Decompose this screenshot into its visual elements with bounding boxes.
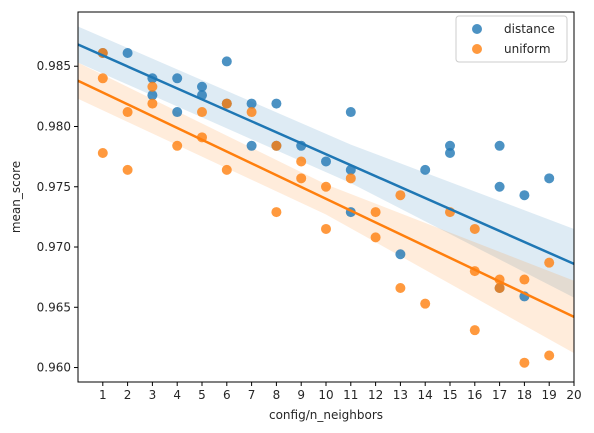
point-distance-10 — [246, 98, 257, 109]
point-distance-16 — [345, 107, 356, 118]
point-uniform-15 — [296, 156, 307, 167]
point-uniform-6 — [147, 98, 158, 109]
point-distance-5 — [172, 107, 183, 118]
point-distance-11 — [246, 140, 257, 151]
x-tick-label: 8 — [273, 388, 281, 402]
x-tick-label: 4 — [173, 388, 181, 402]
legend-box — [455, 15, 568, 63]
x-tick-label: 16 — [467, 388, 482, 402]
x-tick-label: 7 — [248, 388, 256, 402]
x-tick-label: 19 — [542, 388, 557, 402]
y-tick-label: 0.975 — [37, 180, 71, 194]
legend-marker-distance — [472, 24, 482, 34]
x-tick-label: 11 — [343, 388, 358, 402]
point-uniform-3 — [122, 107, 133, 118]
y-tick-label: 0.980 — [37, 119, 71, 133]
x-tick-label: 6 — [223, 388, 231, 402]
point-uniform-17 — [321, 181, 331, 192]
point-uniform-19 — [345, 173, 356, 184]
point-uniform-18 — [321, 223, 331, 234]
point-distance-22 — [445, 148, 455, 159]
point-uniform-21 — [370, 232, 381, 243]
point-uniform-20 — [370, 207, 381, 218]
x-tick-label: 9 — [297, 388, 305, 402]
point-uniform-26 — [469, 223, 480, 234]
point-distance-28 — [544, 173, 555, 184]
y-tick-label: 0.960 — [37, 361, 71, 375]
legend-label-uniform: uniform — [504, 42, 551, 56]
legend-label-distance: distance — [504, 22, 555, 36]
point-uniform-14 — [271, 207, 282, 218]
fit-line-distance — [77, 43, 575, 266]
x-tick-label: 17 — [492, 388, 507, 402]
y-axis-ticks: 0.960 0.965 0.970 0.975 0.980 0.985 — [37, 59, 78, 375]
x-tick-label: 1 — [99, 388, 107, 402]
point-uniform-5 — [147, 81, 158, 92]
point-distance-20 — [420, 164, 431, 175]
point-distance-6 — [197, 81, 207, 92]
y-tick-label: 0.985 — [37, 59, 71, 73]
point-distance-21 — [445, 140, 455, 151]
point-distance-3 — [147, 90, 158, 101]
point-uniform-10 — [221, 98, 232, 109]
point-uniform-30 — [494, 282, 505, 293]
point-uniform-16 — [296, 173, 307, 184]
x-tick-label: 20 — [566, 388, 581, 402]
point-distance-1 — [122, 47, 133, 58]
x-tick-label: 15 — [442, 388, 457, 402]
legend: distance uniform — [455, 15, 568, 63]
x-tick-label: 2 — [124, 388, 132, 402]
fit-line-uniform — [77, 79, 575, 319]
y-tick-label: 0.965 — [37, 300, 71, 314]
point-uniform-7 — [172, 140, 183, 151]
x-tick-label: 14 — [418, 388, 433, 402]
point-uniform-1 — [97, 73, 108, 84]
point-distance-8 — [221, 56, 232, 67]
x-tick-label: 18 — [517, 388, 532, 402]
y-tick-label: 0.970 — [37, 240, 71, 254]
point-distance-4 — [172, 73, 183, 84]
x-tick-label: 13 — [393, 388, 408, 402]
x-tick-label: 12 — [368, 388, 383, 402]
x-tick-label: 5 — [198, 388, 206, 402]
point-uniform-24 — [420, 298, 431, 309]
point-distance-23 — [494, 140, 505, 151]
point-uniform-8 — [197, 107, 207, 118]
point-distance-19 — [395, 249, 406, 260]
point-distance-24 — [494, 181, 505, 192]
point-uniform-12 — [246, 107, 257, 118]
point-uniform-31 — [519, 274, 530, 285]
y-axis-label: mean_score — [9, 161, 23, 233]
point-uniform-32 — [519, 357, 530, 368]
legend-marker-uniform — [472, 44, 482, 54]
point-uniform-28 — [469, 325, 480, 336]
x-tick-label: 10 — [318, 388, 333, 402]
point-distance-26 — [519, 190, 530, 201]
point-uniform-23 — [395, 282, 406, 293]
regression-lines — [77, 43, 575, 319]
data-points — [97, 47, 555, 368]
point-uniform-11 — [221, 164, 232, 175]
point-distance-12 — [271, 98, 282, 109]
point-uniform-2 — [97, 148, 108, 159]
point-uniform-4 — [122, 164, 133, 175]
x-tick-label: 3 — [149, 388, 157, 402]
x-axis-label: config/n_neighbors — [269, 408, 383, 422]
point-distance-15 — [321, 156, 331, 167]
x-axis-ticks: 1 2 3 4 5 6 7 8 9 10 11 12 13 14 15 16 17 18 19 20 — [99, 382, 582, 402]
point-uniform-34 — [544, 350, 555, 361]
point-uniform-13 — [271, 140, 282, 151]
point-uniform-33 — [544, 257, 555, 268]
point-uniform-22 — [395, 190, 406, 201]
